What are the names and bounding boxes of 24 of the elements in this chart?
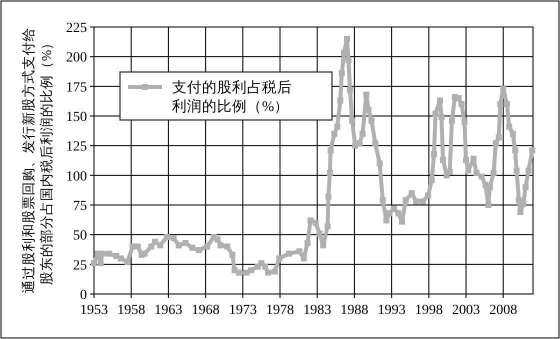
y-tick-label: 125	[66, 140, 87, 155]
x-tick-label: 1978	[266, 303, 294, 318]
y-tick-label: 100	[66, 169, 87, 184]
y-tick-label: 50	[73, 228, 87, 244]
y-axis-title: 通过股利和股票回购、发行新股方式支付给股东的部分占国内税后利润的比例（%）	[21, 28, 54, 294]
x-tick-label: 1988	[340, 303, 368, 318]
x-tick-label: 1993	[378, 303, 406, 318]
y-tick-label: 225	[66, 21, 87, 36]
x-tick-label: 1953	[80, 303, 108, 318]
x-tick-label: 1958	[117, 303, 146, 318]
x-tick-label: 1973	[228, 303, 257, 318]
x-tick-label: 1968	[192, 303, 220, 318]
x-tick-label: 1983	[303, 303, 332, 318]
y-tick-label: 175	[66, 80, 87, 96]
x-tick-label: 2003	[452, 303, 480, 318]
x-tick-label: 1998	[414, 303, 443, 318]
x-tick-label: 2008	[489, 303, 518, 318]
y-tick-label: 150	[66, 110, 87, 125]
y-tick-label: 200	[66, 50, 87, 66]
y-tick-label: 25	[73, 258, 87, 274]
x-tick-label: 1963	[154, 303, 182, 318]
legend-label: 支付的股利占税后利润的比例（%）	[172, 79, 292, 115]
y-tick-label: 75	[73, 199, 87, 214]
y-tick-label: 0	[80, 288, 87, 303]
